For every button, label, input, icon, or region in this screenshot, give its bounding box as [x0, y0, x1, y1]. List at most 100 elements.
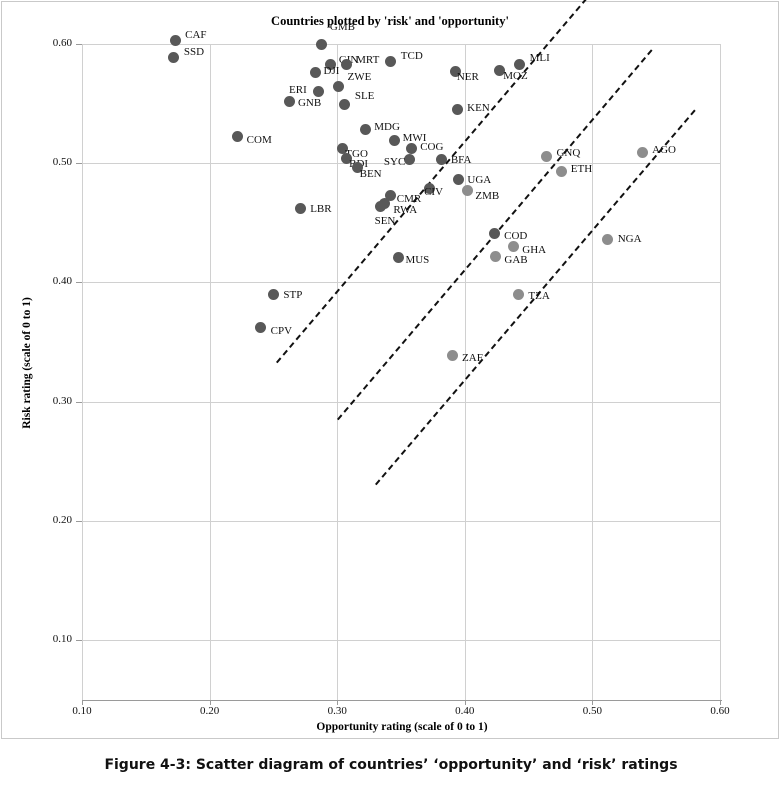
data-point-label-GAB: GAB	[504, 254, 528, 267]
data-point-BDI[interactable]	[340, 152, 352, 164]
data-point-label-KEN: KEN	[467, 101, 490, 114]
data-point-UGA[interactable]	[452, 174, 464, 186]
x-tick-label-0.10: 0.10	[72, 705, 92, 717]
data-point-CPV[interactable]	[255, 322, 267, 334]
data-point-COD[interactable]	[488, 228, 500, 240]
data-point-SYC[interactable]	[404, 154, 416, 166]
data-point-TGO[interactable]	[336, 143, 348, 155]
data-point-NGA[interactable]	[602, 233, 614, 245]
data-point-CIV[interactable]	[423, 182, 435, 194]
data-point-label-ZWE: ZWE	[347, 70, 372, 83]
data-point-COM[interactable]	[232, 131, 244, 143]
data-point-ETH[interactable]	[556, 166, 568, 178]
data-point-GIN[interactable]	[325, 58, 337, 70]
data-point-label-SEN: SEN	[374, 215, 396, 228]
x-tick-0.50	[592, 700, 594, 705]
data-point-COG[interactable]	[405, 143, 417, 155]
data-point-NER[interactable]	[450, 65, 462, 77]
gridline-horizontal-0.60	[82, 44, 720, 45]
x-axis-title: Opportunity rating (scale of 0 to 1)	[316, 721, 488, 733]
x-tick-label-0.40: 0.40	[455, 705, 475, 717]
x-tick-0.30	[337, 700, 339, 705]
data-point-MRT[interactable]	[340, 58, 352, 70]
x-tick-label-0.50: 0.50	[582, 705, 603, 717]
data-point-GNB[interactable]	[284, 95, 296, 107]
y-tick-0.50	[76, 163, 82, 165]
data-point-label-TCD: TCD	[400, 49, 423, 62]
gridline-vertical-0.30	[337, 44, 339, 700]
data-point-MOZ[interactable]	[493, 64, 505, 76]
data-point-ZMB[interactable]	[461, 185, 473, 197]
data-point-label-SSD: SSD	[183, 46, 205, 59]
data-point-label-MDG: MDG	[374, 120, 400, 133]
data-point-label-CMR: CMR	[396, 193, 422, 206]
data-point-label-COG: COG	[420, 140, 444, 153]
data-point-MDG[interactable]	[359, 124, 371, 136]
data-point-DJI[interactable]	[310, 67, 321, 79]
data-point-KEN[interactable]	[451, 104, 463, 116]
data-point-label-TZA: TZA	[528, 290, 550, 303]
data-point-label-CAF: CAF	[185, 29, 207, 42]
data-point-BFA[interactable]	[436, 154, 448, 166]
data-point-ZAF[interactable]	[446, 349, 458, 361]
data-point-label-GNB: GNB	[297, 97, 322, 110]
y-tick-label-0.20: 0.20	[52, 513, 72, 526]
data-point-STP[interactable]	[267, 288, 279, 300]
data-point-label-GNQ: GNQ	[556, 147, 581, 160]
data-point-MUS[interactable]	[392, 251, 404, 263]
y-tick-label-0.60: 0.60	[52, 37, 72, 49]
data-point-LBR[interactable]	[294, 202, 306, 214]
y-tick-0.20	[76, 520, 82, 522]
data-point-AGO[interactable]	[636, 146, 648, 158]
gridline-horizontal-0.30	[82, 401, 720, 403]
data-point-label-ETH: ETH	[570, 162, 593, 175]
y-tick-0.40	[76, 282, 82, 284]
x-tick-0.40	[464, 700, 466, 705]
data-point-GNQ[interactable]	[540, 150, 552, 162]
data-point-label-STP: STP	[283, 289, 303, 302]
data-point-TZA[interactable]	[512, 288, 524, 300]
data-point-MWI[interactable]	[389, 135, 401, 147]
x-tick-0.60	[720, 700, 721, 705]
data-point-ZWE[interactable]	[332, 81, 344, 93]
gridline-vertical-0.20	[209, 44, 211, 700]
data-point-label-MOZ: MOZ	[503, 70, 528, 83]
data-point-GMB[interactable]	[316, 38, 328, 50]
gridline-vertical-0.50	[592, 44, 594, 700]
plot-area: CAFSSDGMBGINMRTTCDMOZMLINERDJIZWEERISLEG…	[82, 0, 721, 700]
x-tick-0.10	[82, 700, 83, 705]
data-point-MLI[interactable]	[514, 58, 526, 70]
data-point-CAF[interactable]	[169, 34, 181, 46]
data-point-label-BFA: BFA	[450, 153, 472, 166]
gridline-horizontal-0.10	[82, 640, 720, 641]
data-point-CMR[interactable]	[385, 189, 397, 201]
data-point-ERI[interactable]	[312, 86, 324, 98]
data-point-label-ZMB: ZMB	[475, 189, 500, 202]
data-point-SEN[interactable]	[375, 200, 387, 212]
x-tick-label-0.20: 0.20	[199, 705, 220, 717]
data-point-label-ZAF: ZAF	[462, 352, 483, 365]
figure-frame: Countries plotted by 'risk' and 'opportu…	[1, 0, 779, 739]
chart-title: Countries plotted by 'risk' and 'opportu…	[271, 14, 509, 28]
data-point-BEN[interactable]	[352, 162, 364, 174]
data-point-GHA[interactable]	[507, 241, 519, 253]
x-tick-0.20	[209, 700, 211, 705]
data-point-label-MRT: MRT	[356, 54, 380, 67]
x-tick-label-0.60: 0.60	[710, 705, 730, 717]
gridline-horizontal-0.20	[82, 520, 720, 522]
data-point-label-RWA: RWA	[393, 203, 418, 216]
data-point-SLE[interactable]	[339, 99, 351, 111]
data-point-label-SLE: SLE	[354, 89, 375, 102]
data-point-TCD[interactable]	[385, 56, 397, 68]
x-axis-line	[82, 700, 722, 701]
data-point-label-CIV: CIV	[424, 186, 444, 199]
data-point-label-DJI: DJI	[323, 64, 340, 77]
data-point-GAB[interactable]	[489, 250, 501, 262]
data-point-SSD[interactable]	[168, 51, 180, 63]
figure-caption: Figure 4-3: Scatter diagram of countries…	[104, 757, 678, 773]
data-point-label-MWI: MWI	[402, 131, 427, 144]
y-tick-label-0.40: 0.40	[52, 275, 72, 288]
y-tick-label-0.50: 0.50	[52, 156, 72, 169]
data-point-label-MLI: MLI	[529, 52, 550, 65]
